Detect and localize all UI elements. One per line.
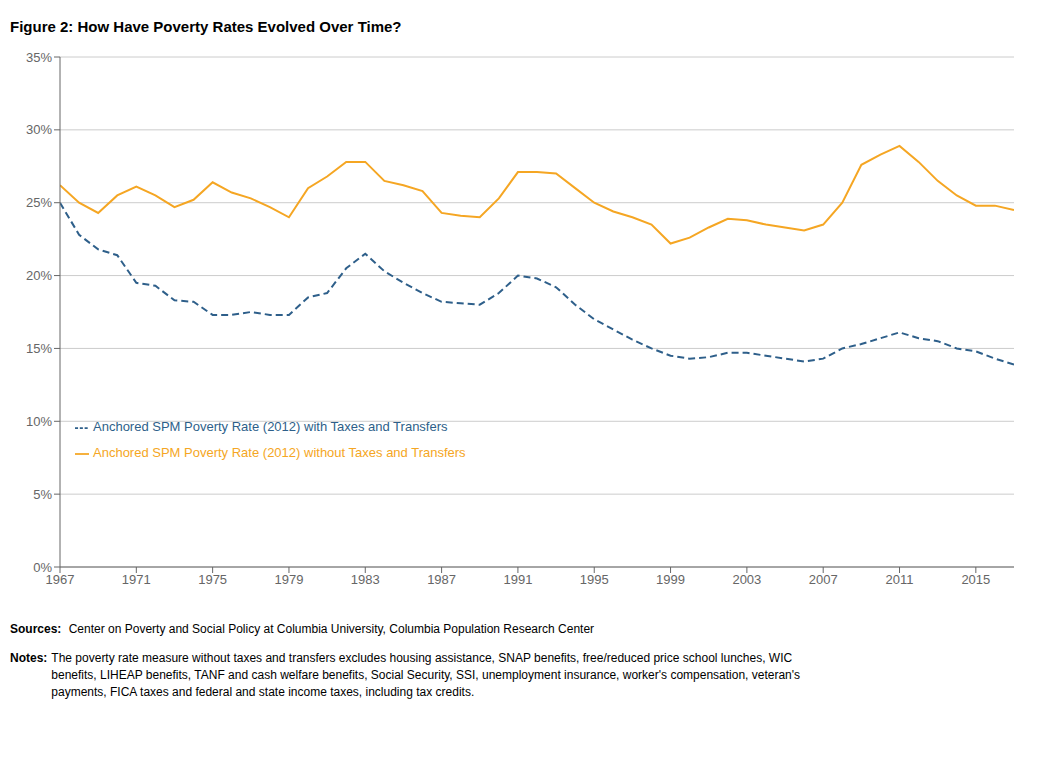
svg-text:5%: 5% <box>33 487 52 502</box>
svg-text:1979: 1979 <box>274 572 303 587</box>
svg-text:20%: 20% <box>26 268 52 283</box>
svg-text:1999: 1999 <box>656 572 685 587</box>
svg-text:2007: 2007 <box>809 572 838 587</box>
html-text:Sources: Center on Poverty and: Sources: Center on Poverty and Social Po… <box>10 622 595 636</box>
svg-text:0%: 0% <box>33 560 52 575</box>
svg-text:1995: 1995 <box>580 572 609 587</box>
svg-text:1983: 1983 <box>351 572 380 587</box>
svg-text:30%: 30% <box>26 122 52 137</box>
svg-text:25%: 25% <box>26 195 52 210</box>
svg-text:2015: 2015 <box>961 572 990 587</box>
svg-text:2011: 2011 <box>886 572 914 587</box>
html-text:Anchored SPM Poverty Rate (201: Anchored SPM Poverty Rate (2012) without… <box>93 445 466 460</box>
svg-text:10%: 10% <box>26 414 52 429</box>
svg-text:35%: 35% <box>26 50 52 65</box>
html-text:Anchored SPM Poverty Rate (201: Anchored SPM Poverty Rate (2012) with Ta… <box>93 419 448 434</box>
svg-text:1991: 1991 <box>503 572 532 587</box>
svg-text:1975: 1975 <box>198 572 227 587</box>
svg-text:15%: 15% <box>26 341 52 356</box>
html-text:Figure 2: How Have Poverty Rat: Figure 2: How Have Poverty Rates Evolved… <box>10 18 402 35</box>
html-text:Notes: The poverty rate measur: Notes: The poverty rate measure without … <box>10 651 801 699</box>
svg-text:1987: 1987 <box>427 572 456 587</box>
svg-text:1967: 1967 <box>45 572 75 588</box>
svg-text:2003: 2003 <box>732 572 761 587</box>
svg-text:1971: 1971 <box>122 572 151 587</box>
